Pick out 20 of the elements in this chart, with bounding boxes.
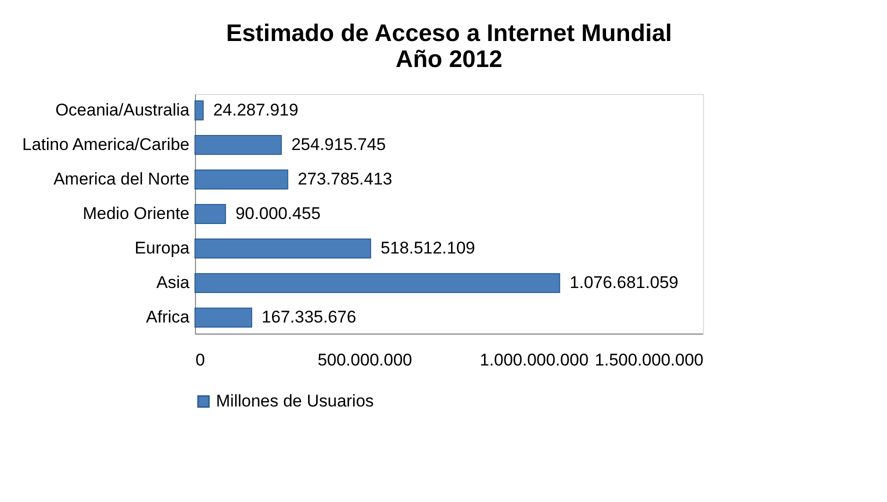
data-label: 1.076.681.059 — [570, 273, 678, 292]
x-tick-label: 500.000.000 — [318, 350, 412, 370]
data-label: 254.915.745 — [291, 134, 386, 154]
data-label: 518.512.109 — [380, 238, 476, 258]
y-tick-label: Europa — [134, 238, 190, 258]
chart-title: Estimado de Acceso a Internet Mundial Año 2012 — [226, 20, 672, 73]
data-label: 167.335.676 — [262, 308, 356, 327]
y-tick-label: Asia — [156, 273, 190, 292]
x-tick-label: 0 — [196, 350, 205, 370]
y-tick-label: America del Norte — [53, 169, 190, 188]
y-tick-label: Africa — [146, 308, 190, 327]
data-label: 90.000.455 — [235, 204, 321, 223]
data-label: 24.287.919 — [213, 100, 298, 120]
x-tick-label: 1.000.000.000 — [480, 350, 589, 370]
data-label: 273.785.413 — [298, 169, 392, 188]
y-tick-label: Medio Oriente — [82, 204, 190, 223]
x-tick-label: 1.500.000.000 — [594, 350, 704, 370]
legend-label: Millones de Usuarios — [216, 392, 374, 410]
y-tick-label: Oceania/Australia — [55, 100, 190, 120]
y-tick-label: Latino America/Caribe — [22, 134, 190, 154]
